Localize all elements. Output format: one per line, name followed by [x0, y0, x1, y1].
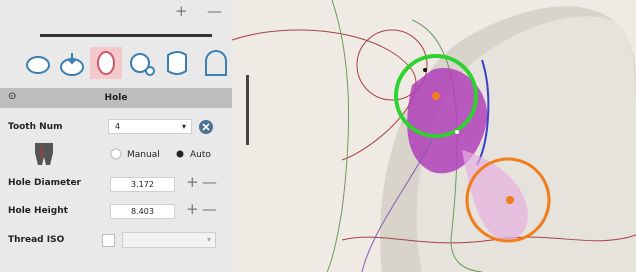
- curve: [327, 0, 349, 272]
- field-label: Hole Height: [8, 206, 68, 216]
- tool-icons: [27, 51, 226, 75]
- marker: [455, 130, 459, 134]
- height-input[interactable]: 8.403: [110, 204, 175, 219]
- field-label: Hole Diameter: [8, 178, 81, 188]
- diameter-input[interactable]: 3.172: [110, 177, 175, 192]
- decrement[interactable]: —: [202, 200, 217, 218]
- checkbox[interactable]: [102, 234, 115, 247]
- viewport-3d: [232, 0, 636, 272]
- decrement[interactable]: —: [202, 173, 217, 191]
- thread-select[interactable]: ▾: [122, 232, 216, 248]
- scrollbar: [246, 75, 249, 145]
- toolbar-icons: [0, 45, 232, 85]
- select-value: 4: [115, 122, 120, 131]
- section-header: ⊙ Hole: [0, 88, 232, 108]
- add-button[interactable]: +: [175, 2, 188, 20]
- handle-center[interactable]: [432, 92, 440, 100]
- divider: [40, 34, 212, 37]
- tooth-select[interactable]: 4▾: [108, 119, 192, 134]
- section-title: Hole: [0, 93, 232, 103]
- field-label: Tooth Num: [8, 122, 62, 132]
- tooth-icon: [32, 140, 56, 166]
- field-label: Thread ISO: [8, 235, 64, 245]
- clear-button[interactable]: [198, 119, 214, 135]
- radio-label: Manual: [127, 150, 160, 160]
- marker: [423, 68, 427, 72]
- radio-label: Auto: [190, 150, 211, 160]
- app: + — ⊙ Hole Tooth Num 4▾ Manual Auto Hole…: [0, 0, 636, 272]
- radio-manual[interactable]: [110, 148, 122, 160]
- handle-center[interactable]: [506, 196, 514, 204]
- curve: [232, 30, 416, 160]
- radio-auto[interactable]: [174, 148, 186, 160]
- increment[interactable]: +: [186, 173, 199, 191]
- side-panel: + — ⊙ Hole Tooth Num 4▾ Manual Auto Hole…: [0, 0, 232, 272]
- remove-button[interactable]: —: [207, 2, 222, 20]
- increment[interactable]: +: [186, 200, 199, 218]
